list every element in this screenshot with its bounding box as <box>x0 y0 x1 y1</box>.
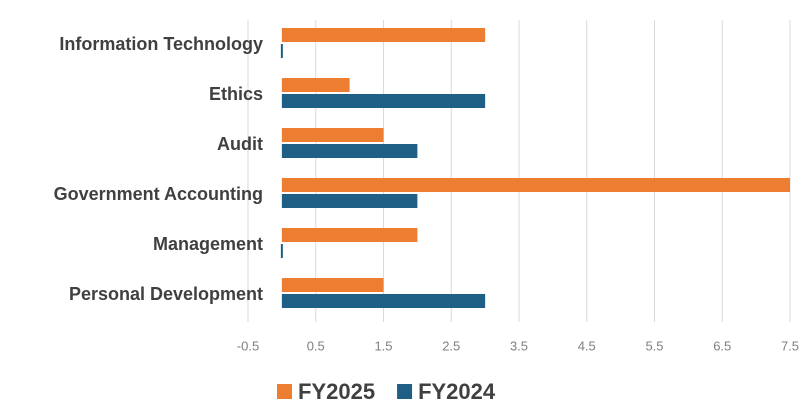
category-label: Audit <box>217 134 263 154</box>
x-tick-label: 4.5 <box>578 338 596 353</box>
x-tick-label: 3.5 <box>510 338 528 353</box>
bar <box>281 144 418 158</box>
bar <box>281 228 418 242</box>
x-tick-label: 7.5 <box>781 338 799 353</box>
bar <box>280 44 283 58</box>
x-tick-label: 0.5 <box>307 338 325 353</box>
category-label: Information Technology <box>59 34 263 54</box>
bar <box>281 94 486 108</box>
bar <box>280 244 283 258</box>
x-tick-label: 2.5 <box>442 338 460 353</box>
category-label: Management <box>153 234 263 254</box>
bar <box>281 278 384 292</box>
legend-swatch <box>397 384 413 399</box>
category-label: Government Accounting <box>54 184 263 204</box>
bar <box>281 28 486 42</box>
bar <box>281 294 486 308</box>
x-tick-label: 5.5 <box>645 338 663 353</box>
legend-label: FY2024 <box>418 379 496 404</box>
bar <box>281 194 418 208</box>
x-tick-label: 6.5 <box>713 338 731 353</box>
legend-label: FY2025 <box>298 379 375 404</box>
category-label: Ethics <box>209 84 263 104</box>
bar <box>281 78 350 92</box>
bar <box>281 178 790 192</box>
x-tick-label: 1.5 <box>374 338 392 353</box>
category-label: Personal Development <box>69 284 263 304</box>
legend-swatch <box>277 384 292 399</box>
x-tick-label: -0.5 <box>237 338 259 353</box>
bar <box>281 128 384 142</box>
